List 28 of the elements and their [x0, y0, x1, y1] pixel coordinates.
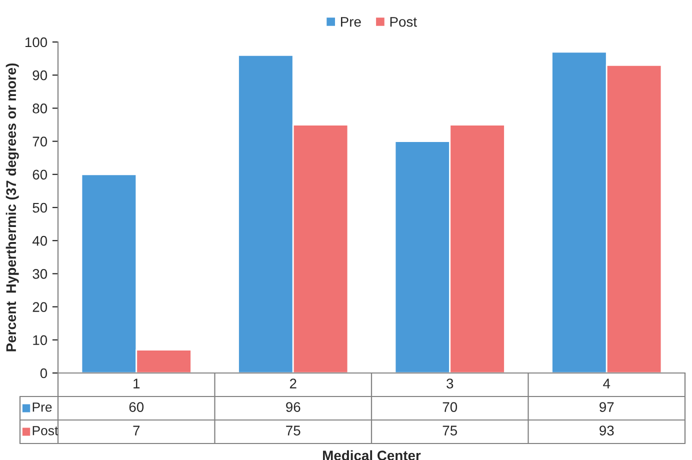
x-tick-label: 3 [446, 378, 454, 388]
x-axis-title: Medical Center [323, 450, 421, 460]
y-tick-label: 60 [32, 170, 48, 180]
data-label: 75 [442, 426, 458, 436]
x-tick-label: 4 [603, 378, 610, 388]
legend-label: Pre [340, 17, 361, 27]
data-label: 97 [600, 402, 614, 412]
y-tick-label: 50 [32, 202, 48, 213]
y-axis-title: Percent Hyperthermic (37 degrees or more) [6, 63, 19, 352]
data-label: 93 [600, 426, 614, 436]
legend-label: Post [390, 17, 417, 27]
y-tick-label: 10 [33, 335, 48, 346]
y-tick-label: 80 [32, 104, 48, 114]
y-tick-label: 40 [32, 236, 48, 246]
y-tick-label: 100 [25, 37, 48, 48]
data-label: 7 [133, 426, 140, 436]
y-tick-label: 90 [32, 70, 48, 80]
data-label: 60 [129, 402, 144, 412]
y-tick-label: 30 [32, 269, 48, 279]
data-label: 75 [286, 426, 300, 436]
x-tick-label: 2 [290, 378, 296, 388]
x-tick-label: 1 [134, 378, 140, 388]
y-tick-label: 20 [32, 302, 48, 312]
data-label: 96 [286, 402, 300, 412]
y-tick-label: 70 [32, 136, 48, 146]
data-label: 70 [442, 402, 458, 412]
y-tick-label: 0 [40, 368, 48, 378]
text: Pre [32, 402, 52, 412]
